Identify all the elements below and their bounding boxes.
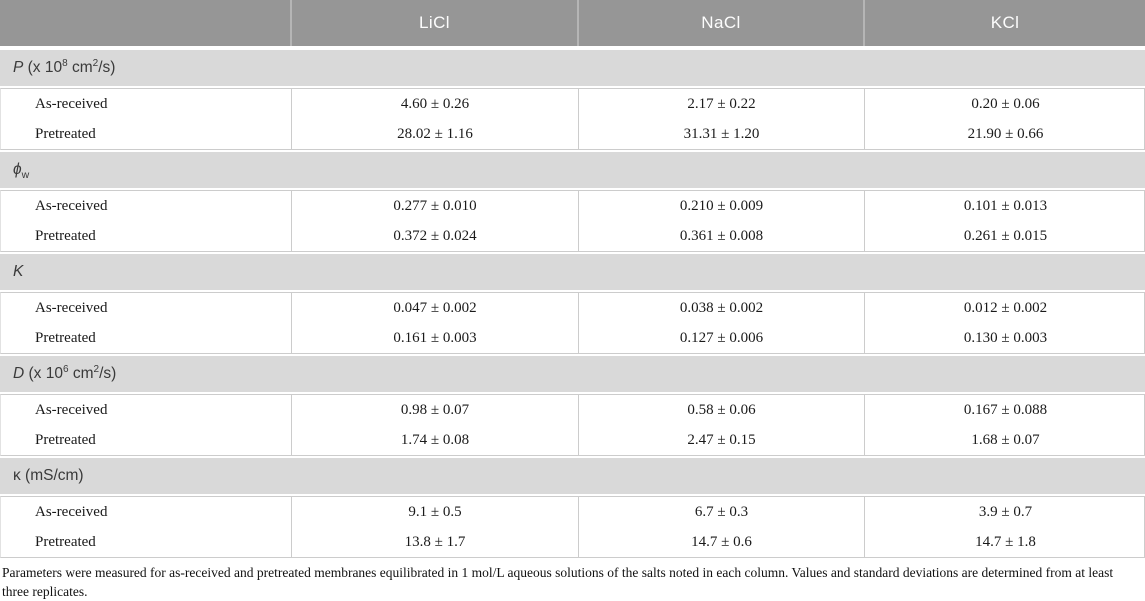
- parameter-symbol: κ: [13, 467, 21, 484]
- section-rows-conductivity: As-received 9.1 ± 0.5 6.7 ± 0.3 3.9 ± 0.…: [0, 496, 1145, 558]
- value-cell: 31.31 ± 1.20: [578, 119, 864, 149]
- value-cell: 0.038 ± 0.002: [578, 293, 864, 323]
- row-label: As-received: [35, 300, 108, 316]
- parameter-subscript: w: [21, 169, 30, 182]
- value-cell: 2.47 ± 0.15: [578, 425, 864, 455]
- value-cell: 0.372 ± 0.024: [291, 221, 578, 251]
- section-rows-partition-coefficient: As-received 0.047 ± 0.002 0.038 ± 0.002 …: [0, 292, 1145, 354]
- value-cell: 0.20 ± 0.06: [864, 89, 1145, 119]
- value-cell: 0.167 ± 0.088: [864, 395, 1145, 425]
- section-header-water-volume-fraction: ϕw: [0, 150, 1145, 190]
- row-label: Pretreated: [35, 330, 96, 346]
- parameter-symbol: ϕ: [13, 161, 22, 178]
- column-header-empty: [0, 0, 290, 46]
- table-footnote: Parameters were measured for as-received…: [2, 565, 1114, 599]
- section-rows-permeability: As-received 4.60 ± 0.26 2.17 ± 0.22 0.20…: [0, 88, 1145, 150]
- value-cell: 13.8 ± 1.7: [291, 527, 578, 557]
- value-cell: 0.161 ± 0.003: [291, 323, 578, 353]
- parameter-symbol: K: [13, 263, 24, 280]
- value-cell: 3.9 ± 0.7: [864, 497, 1145, 527]
- value-cell: 0.047 ± 0.002: [291, 293, 578, 323]
- row-label: Pretreated: [35, 228, 96, 244]
- column-header-licl: LiCl: [290, 0, 577, 46]
- section-header-permeability: P (x 108 cm2/s): [0, 48, 1145, 88]
- unit-text: (x 10: [24, 365, 63, 382]
- column-header-nacl: NaCl: [577, 0, 863, 46]
- unit-text: (mS/cm): [20, 467, 84, 484]
- value-cell: 14.7 ± 1.8: [864, 527, 1145, 557]
- unit-superscript: 2: [93, 363, 100, 375]
- row-label: As-received: [35, 96, 108, 112]
- unit-text: cm: [68, 365, 94, 382]
- value-cell: 9.1 ± 0.5: [291, 497, 578, 527]
- value-cell: 0.361 ± 0.008: [578, 221, 864, 251]
- value-cell: 0.101 ± 0.013: [864, 191, 1145, 221]
- unit-superscript: 8: [62, 57, 68, 69]
- row-label: As-received: [35, 504, 108, 520]
- unit-superscript: 2: [92, 57, 99, 69]
- value-cell: 14.7 ± 0.6: [578, 527, 864, 557]
- value-cell: 0.210 ± 0.009: [578, 191, 864, 221]
- section-header-diffusivity: D (x 106 cm2/s): [0, 354, 1145, 394]
- unit-superscript: 6: [62, 363, 69, 375]
- parameter-symbol: P: [13, 59, 24, 76]
- value-cell: 4.60 ± 0.26: [291, 89, 578, 119]
- value-cell: 1.68 ± 0.07: [864, 425, 1145, 455]
- row-label: Pretreated: [35, 432, 96, 448]
- value-cell: 0.127 ± 0.006: [578, 323, 864, 353]
- unit-text: (x 10: [23, 59, 63, 76]
- section-rows-diffusivity: As-received 0.98 ± 0.07 0.58 ± 0.06 0.16…: [0, 394, 1145, 456]
- value-cell: 6.7 ± 0.3: [578, 497, 864, 527]
- value-cell: 0.130 ± 0.003: [864, 323, 1145, 353]
- value-cell: 0.277 ± 0.010: [291, 191, 578, 221]
- value-cell: 0.98 ± 0.07: [291, 395, 578, 425]
- value-cell: 21.90 ± 0.66: [864, 119, 1145, 149]
- row-label: Pretreated: [35, 534, 96, 550]
- value-cell: 2.17 ± 0.22: [578, 89, 864, 119]
- section-header-partition-coefficient: K: [0, 252, 1145, 292]
- column-header-kcl: KCl: [863, 0, 1145, 46]
- row-label: Pretreated: [35, 126, 96, 142]
- section-rows-water-volume-fraction: As-received 0.277 ± 0.010 0.210 ± 0.009 …: [0, 190, 1145, 252]
- value-cell: 28.02 ± 1.16: [291, 119, 578, 149]
- row-label: As-received: [35, 402, 108, 418]
- value-cell: 0.012 ± 0.002: [864, 293, 1145, 323]
- section-header-conductivity: κ (mS/cm): [0, 456, 1145, 496]
- unit-text: /s): [98, 59, 116, 76]
- value-cell: 0.58 ± 0.06: [578, 395, 864, 425]
- unit-text: /s): [99, 365, 117, 382]
- table-header-row: LiCl NaCl KCl: [0, 0, 1145, 48]
- value-cell: 1.74 ± 0.08: [291, 425, 578, 455]
- parameter-symbol: D: [13, 365, 25, 382]
- value-cell: 0.261 ± 0.015: [864, 221, 1145, 251]
- row-label: As-received: [35, 198, 108, 214]
- unit-text: cm: [67, 59, 93, 76]
